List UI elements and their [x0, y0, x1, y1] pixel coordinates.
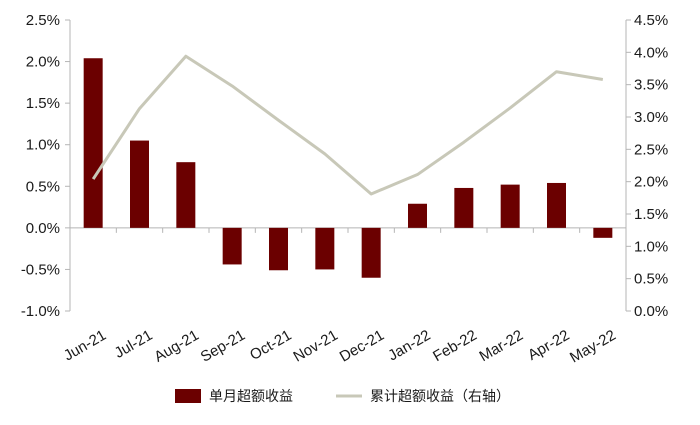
left-tick-label: 0.5% [26, 178, 60, 195]
bar [83, 58, 103, 228]
right-tick-label: 4.0% [634, 44, 668, 61]
bar [454, 187, 474, 228]
x-tick-label: Jun-21 [61, 327, 109, 365]
right-tick-label: 2.5% [634, 141, 668, 158]
x-tick-label: Jul-21 [112, 327, 156, 362]
right-tick-label: 0.0% [634, 303, 668, 320]
left-tick-label: 0.0% [26, 220, 60, 237]
legend-bar-label: 单月超额收益 [209, 389, 293, 405]
bar-series [83, 58, 613, 278]
bar [547, 182, 566, 228]
bar [269, 227, 288, 271]
x-tick-label: Feb-22 [430, 327, 480, 365]
left-tick-label: 2.5% [26, 12, 60, 29]
left-tick-label: -0.5% [21, 261, 60, 278]
right-tick-label: 2.0% [634, 174, 668, 191]
bar [361, 227, 381, 278]
right-axis-ticks: 0.0% 0.5% 1.0% 1.5% 2.0% 2.5% 3.0% 3.5% 4.0% 4.5% [626, 12, 668, 320]
bar [315, 227, 335, 270]
bar [176, 162, 196, 228]
x-axis-ticks: Jun-21 Jul-21Aug-21Sep-21Oct-21Nov-21Dec-… [61, 227, 627, 367]
right-tick-label: 1.5% [634, 206, 668, 223]
right-tick-label: 1.0% [634, 238, 668, 255]
left-tick-label: 2.0% [26, 54, 60, 71]
right-tick-label: 3.0% [634, 109, 668, 126]
left-tick-label: 1.0% [26, 137, 60, 154]
bar [130, 140, 149, 228]
bar [408, 203, 427, 228]
legend: 单月超额收益 累计超额收益（右轴） [175, 389, 510, 405]
right-tick-label: 0.5% [634, 271, 668, 288]
x-tick-label: Dec-21 [337, 327, 387, 366]
x-tick-label: Jan-22 [385, 327, 433, 365]
legend-line-label: 累计超额收益（右轴） [370, 389, 510, 405]
x-tick-label: Oct-21 [247, 327, 294, 364]
cumulative-line [91, 54, 604, 196]
x-tick-label: Sep-21 [198, 327, 248, 366]
bar [500, 184, 520, 228]
bar [593, 227, 613, 238]
x-tick-label: Nov-21 [290, 327, 340, 366]
legend-bar-swatch [175, 389, 201, 403]
right-tick-label: 4.5% [634, 12, 668, 29]
x-tick-label: May-22 [567, 327, 619, 367]
bar [222, 227, 242, 265]
left-tick-label: -1.0% [21, 303, 60, 320]
left-tick-label: 1.5% [26, 95, 60, 112]
x-tick-label: Mar-22 [477, 327, 527, 365]
line-series [91, 54, 604, 196]
axes [69, 20, 627, 311]
x-tick-label: Apr-22 [525, 327, 572, 364]
left-axis-ticks: -1.0% -0.5% 0.0% 0.5% 1.0% 1.5% 2.0% 2.5% [21, 12, 70, 320]
right-tick-label: 3.5% [634, 77, 668, 94]
x-tick-label: Aug-21 [151, 327, 201, 366]
